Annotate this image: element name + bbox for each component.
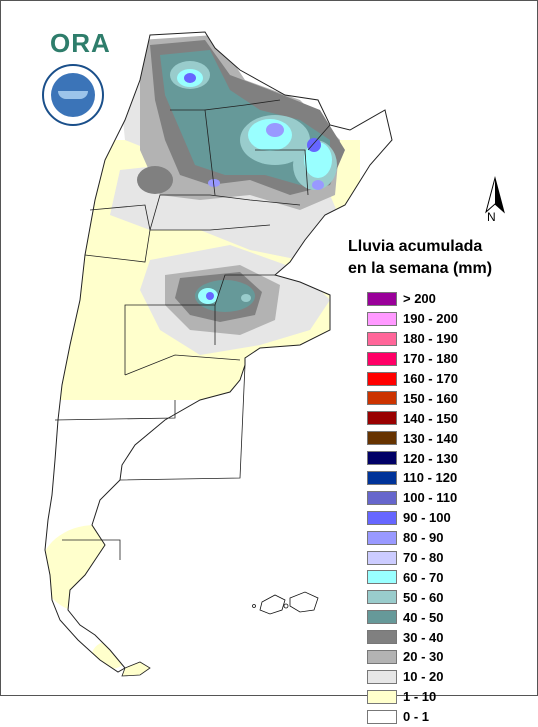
legend-item: 60 - 70 [367, 567, 527, 587]
legend-swatch [367, 411, 397, 426]
tierra-del-fuego [121, 661, 151, 677]
rain-zone-90-100-b [184, 73, 196, 83]
legend-label: 180 - 190 [403, 331, 458, 347]
malvinas-islands [252, 591, 319, 615]
legend-label: 20 - 30 [403, 649, 444, 665]
legend-label: 190 - 200 [403, 311, 458, 327]
legend-label: 160 - 170 [403, 371, 458, 386]
rain-zone-50-60-d [241, 294, 251, 302]
legend-item: 140 - 150 [367, 408, 527, 428]
rain-zone-90-100-a [307, 138, 321, 152]
rainfall-fill [45, 35, 360, 669]
ora-logo: ORA [50, 28, 111, 59]
legend-item: 130 - 140 [367, 428, 527, 448]
legend-label: 170 - 180 [403, 351, 458, 367]
legend-item: 70 - 80 [367, 548, 527, 568]
legend-label: 10 - 20 [403, 669, 444, 685]
legend-label: 80 - 90 [403, 530, 444, 546]
legend-swatch [367, 530, 397, 545]
legend-item: > 200 [367, 289, 527, 309]
rain-zone-40-50-center [195, 280, 255, 312]
legend-swatch [367, 709, 397, 724]
legend-label: 130 - 140 [403, 430, 458, 446]
legend-swatch [367, 311, 397, 326]
rain-zone-80-90-a [266, 123, 284, 137]
legend-label: 70 - 80 [403, 550, 444, 566]
legend-item: 180 - 190 [367, 329, 527, 349]
legend-swatch [367, 510, 397, 525]
legend-title-line1: Lluvia acumulada [348, 238, 483, 255]
legend-title: Lluvia acumulada en la semana (mm) [348, 236, 528, 280]
seal-wave [58, 91, 88, 99]
legend-item: 20 - 30 [367, 647, 527, 667]
legend: > 200 190 - 200 180 - 190 170 - 180 160 - 17… [367, 289, 527, 727]
legend-title-line2: en la semana (mm) [348, 260, 493, 277]
legend-label: 110 - 120 [403, 470, 458, 486]
legend-swatch [367, 351, 397, 366]
legend-swatch [367, 610, 397, 625]
rain-zone-south-1-10 [45, 525, 150, 615]
north-arrow-icon [485, 176, 505, 214]
legend-label: 90 - 100 [403, 510, 451, 526]
legend-label: 50 - 60 [403, 589, 444, 605]
legend-item: 0 - 1 [367, 707, 527, 727]
legend-swatch [367, 630, 397, 645]
ora-logo-text: ORA [50, 28, 111, 58]
legend-swatch [367, 470, 397, 485]
legend-label: 140 - 150 [403, 410, 458, 426]
rain-zone-80-90-b [312, 180, 324, 190]
legend-label: 1 - 10 [403, 689, 437, 705]
legend-label: > 200 [403, 291, 436, 307]
legend-swatch [367, 490, 397, 505]
legend-swatch [367, 590, 397, 605]
legend-swatch [367, 451, 397, 466]
legend-item: 40 - 50 [367, 607, 527, 627]
legend-swatch [367, 391, 397, 406]
legend-item: 170 - 180 [367, 349, 527, 369]
smn-seal-icon [42, 64, 104, 126]
legend-swatch [367, 431, 397, 446]
legend-item: 50 - 60 [367, 587, 527, 607]
legend-swatch [367, 649, 397, 664]
legend-swatch [367, 570, 397, 585]
legend-swatch [367, 291, 397, 306]
province-boundaries [54, 99, 331, 560]
legend-label: 40 - 50 [403, 609, 444, 625]
legend-swatch [367, 371, 397, 386]
legend-item: 30 - 40 [367, 627, 527, 647]
legend-item: 160 - 170 [367, 369, 527, 389]
rain-zone-80-90-c [208, 179, 220, 187]
legend-item: 10 - 20 [367, 667, 527, 687]
legend-swatch [367, 669, 397, 684]
legend-swatch [367, 331, 397, 346]
legend-item: 150 - 160 [367, 388, 527, 408]
legend-item: 120 - 130 [367, 448, 527, 468]
legend-item: 190 - 200 [367, 309, 527, 329]
legend-label: 100 - 110 [403, 490, 458, 506]
legend-item: 90 - 100 [367, 508, 527, 528]
legend-swatch [367, 550, 397, 565]
rain-zone-90-100-c [206, 292, 214, 300]
legend-label: 30 - 40 [403, 629, 444, 645]
legend-item: 1 - 10 [367, 687, 527, 707]
legend-swatch [367, 689, 397, 704]
rain-zone-30-40-west [137, 166, 173, 194]
legend-label: 60 - 70 [403, 569, 444, 585]
legend-item: 80 - 90 [367, 528, 527, 548]
legend-label: 150 - 160 [403, 390, 458, 406]
legend-label: 0 - 1 [403, 709, 430, 725]
north-label: N [487, 210, 496, 224]
legend-item: 100 - 110 [367, 488, 527, 508]
rainfall-map [44, 31, 393, 677]
legend-item: 110 - 120 [367, 468, 527, 488]
legend-label: 120 - 130 [403, 450, 458, 466]
